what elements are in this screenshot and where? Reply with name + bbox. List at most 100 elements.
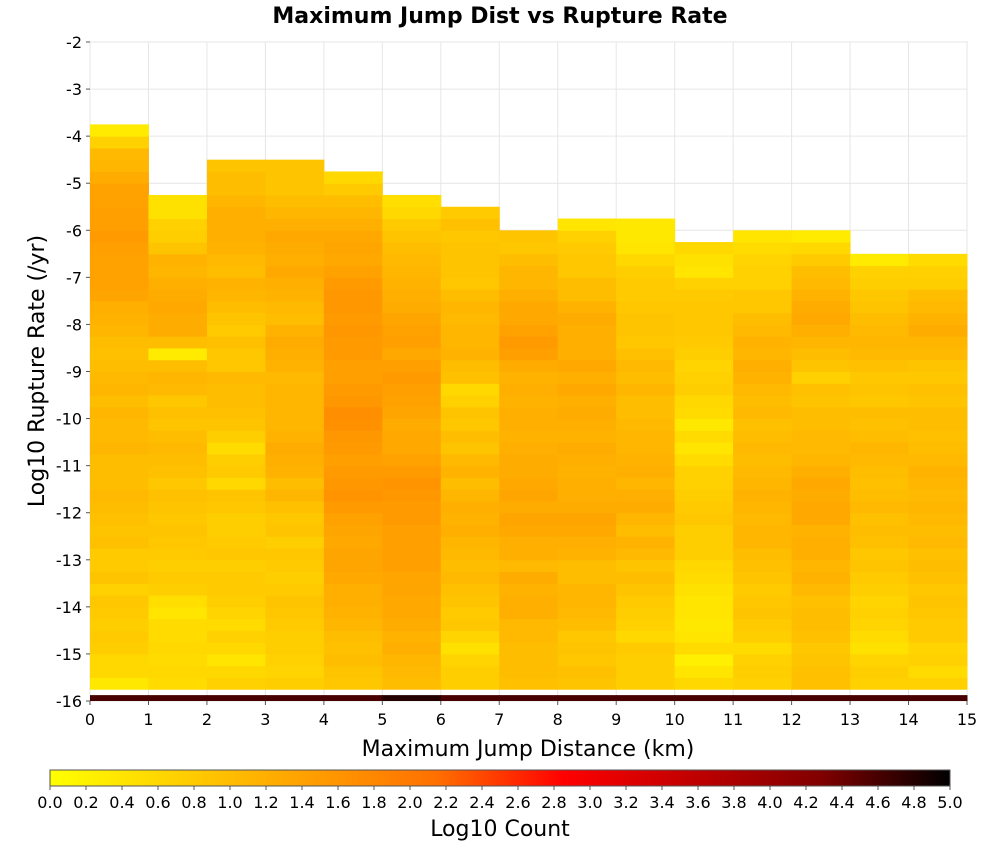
heatmap-cell	[557, 324, 617, 337]
heatmap-cell	[616, 512, 676, 525]
heatmap-cell	[90, 571, 149, 584]
heatmap-cell	[90, 524, 149, 537]
x-tick-label: 6	[436, 710, 446, 729]
heatmap-cell	[382, 194, 442, 208]
colorbar-tick-label: 2.4	[469, 793, 494, 812]
heatmap-cell	[440, 242, 500, 255]
colorbar-tick-label: 1.4	[289, 793, 314, 812]
heatmap-cell	[206, 453, 266, 467]
heatmap-cell	[90, 300, 149, 314]
heatmap-cell	[148, 347, 208, 361]
heatmap-cell	[616, 359, 676, 372]
heatmap-cell	[382, 442, 442, 455]
heatmap-cell	[323, 500, 383, 514]
heatmap-cell	[206, 383, 266, 396]
heatmap-cell	[557, 371, 617, 384]
x-tick-label: 13	[840, 710, 860, 729]
heatmap-cell	[733, 465, 793, 478]
heatmap-cell	[265, 430, 325, 443]
heatmap-cell	[499, 230, 559, 243]
heatmap-cell	[791, 336, 851, 349]
heatmap-cell	[499, 253, 559, 267]
heatmap-cell	[850, 665, 910, 678]
heatmap-cell	[733, 665, 793, 678]
x-tick-label: 2	[202, 710, 212, 729]
heatmap-cell	[499, 630, 559, 643]
heatmap-cell	[908, 595, 968, 608]
heatmap-cell	[499, 571, 559, 584]
heatmap-cell	[206, 583, 266, 596]
heatmap-cell	[733, 230, 793, 243]
heatmap-cell	[499, 665, 559, 678]
heatmap-cell	[382, 536, 442, 549]
heatmap-cell	[733, 336, 793, 349]
heatmap-cell	[206, 677, 266, 690]
heatmap-cell	[323, 300, 383, 314]
colorbar-tick-label: 3.4	[649, 793, 674, 812]
heatmap-cell	[440, 300, 500, 314]
heatmap-cell	[850, 289, 910, 302]
heatmap-cell	[908, 253, 968, 267]
heatmap-cell	[265, 618, 325, 631]
heatmap-cell	[733, 512, 793, 525]
heatmap-cell	[733, 595, 793, 608]
heatmap-cell	[499, 418, 559, 431]
heatmap-cell	[206, 477, 266, 490]
heatmap-cell	[499, 336, 559, 349]
heatmap-cell	[382, 359, 442, 372]
heatmap-cell	[440, 630, 500, 643]
heatmap-cell	[265, 571, 325, 584]
heatmap-cell	[674, 642, 734, 655]
heatmap-cell	[850, 265, 910, 278]
heatmap-cell	[557, 500, 617, 514]
heatmap-cell	[499, 512, 559, 525]
heatmap-cell	[382, 630, 442, 643]
heatmap-cell	[148, 677, 208, 690]
heatmap-cell	[382, 406, 442, 420]
heatmap-cell	[908, 489, 968, 502]
heatmap-cell	[499, 477, 559, 490]
heatmap-cell	[616, 571, 676, 584]
heatmap-cell	[206, 171, 266, 184]
heatmap-cell	[499, 300, 559, 314]
heatmap-cell	[733, 347, 793, 361]
heatmap-cell	[90, 418, 149, 431]
heatmap-cell	[90, 265, 149, 278]
heatmap-cell	[908, 583, 968, 596]
heatmap-cell	[616, 406, 676, 420]
x-axis-ticks: 0 1 2 3 4 5 6 7 8 9 10 11 12 13 14 15	[85, 701, 977, 729]
heatmap-cell	[616, 536, 676, 549]
heatmap-cell	[499, 595, 559, 608]
heatmap-cell	[206, 536, 266, 549]
heatmap-cell	[499, 312, 559, 325]
heatmap-cell	[265, 406, 325, 420]
heatmap-cell	[265, 347, 325, 361]
heatmap-cell	[90, 206, 149, 220]
heatmap-cell	[265, 312, 325, 325]
heatmap-cell	[791, 442, 851, 455]
heatmap-cell	[382, 289, 442, 302]
heatmap-cell	[323, 453, 383, 467]
heatmap-cell	[908, 371, 968, 384]
colorbar-tick-label: 4.6	[865, 793, 890, 812]
heatmap-cell	[616, 548, 676, 561]
heatmap-cell	[265, 230, 325, 243]
heatmap-cell	[265, 595, 325, 608]
y-tick-label: -11	[56, 457, 82, 476]
heatmap-cell	[557, 465, 617, 478]
heatmap-cell	[440, 677, 500, 690]
colorbar-tick-label: 3.6	[685, 793, 710, 812]
heatmap-cell-bottom	[908, 695, 968, 701]
x-tick-label: 9	[611, 710, 621, 729]
heatmap-cell	[265, 289, 325, 302]
y-axis-ticks: -2 -3 -4 -5 -6 -7 -8 -9 -10 -11 -12 -13 -14 -15 -16	[56, 33, 90, 711]
heatmap-cell-bottom	[265, 695, 325, 701]
heatmap-cell	[557, 524, 617, 537]
y-tick-label: -4	[66, 127, 82, 146]
x-tick-label: 3	[260, 710, 270, 729]
heatmap-cell	[90, 336, 149, 349]
heatmap-cell	[674, 418, 734, 431]
heatmap-cell	[557, 442, 617, 455]
heatmap-cell	[323, 383, 383, 396]
heatmap-cell	[674, 653, 734, 667]
